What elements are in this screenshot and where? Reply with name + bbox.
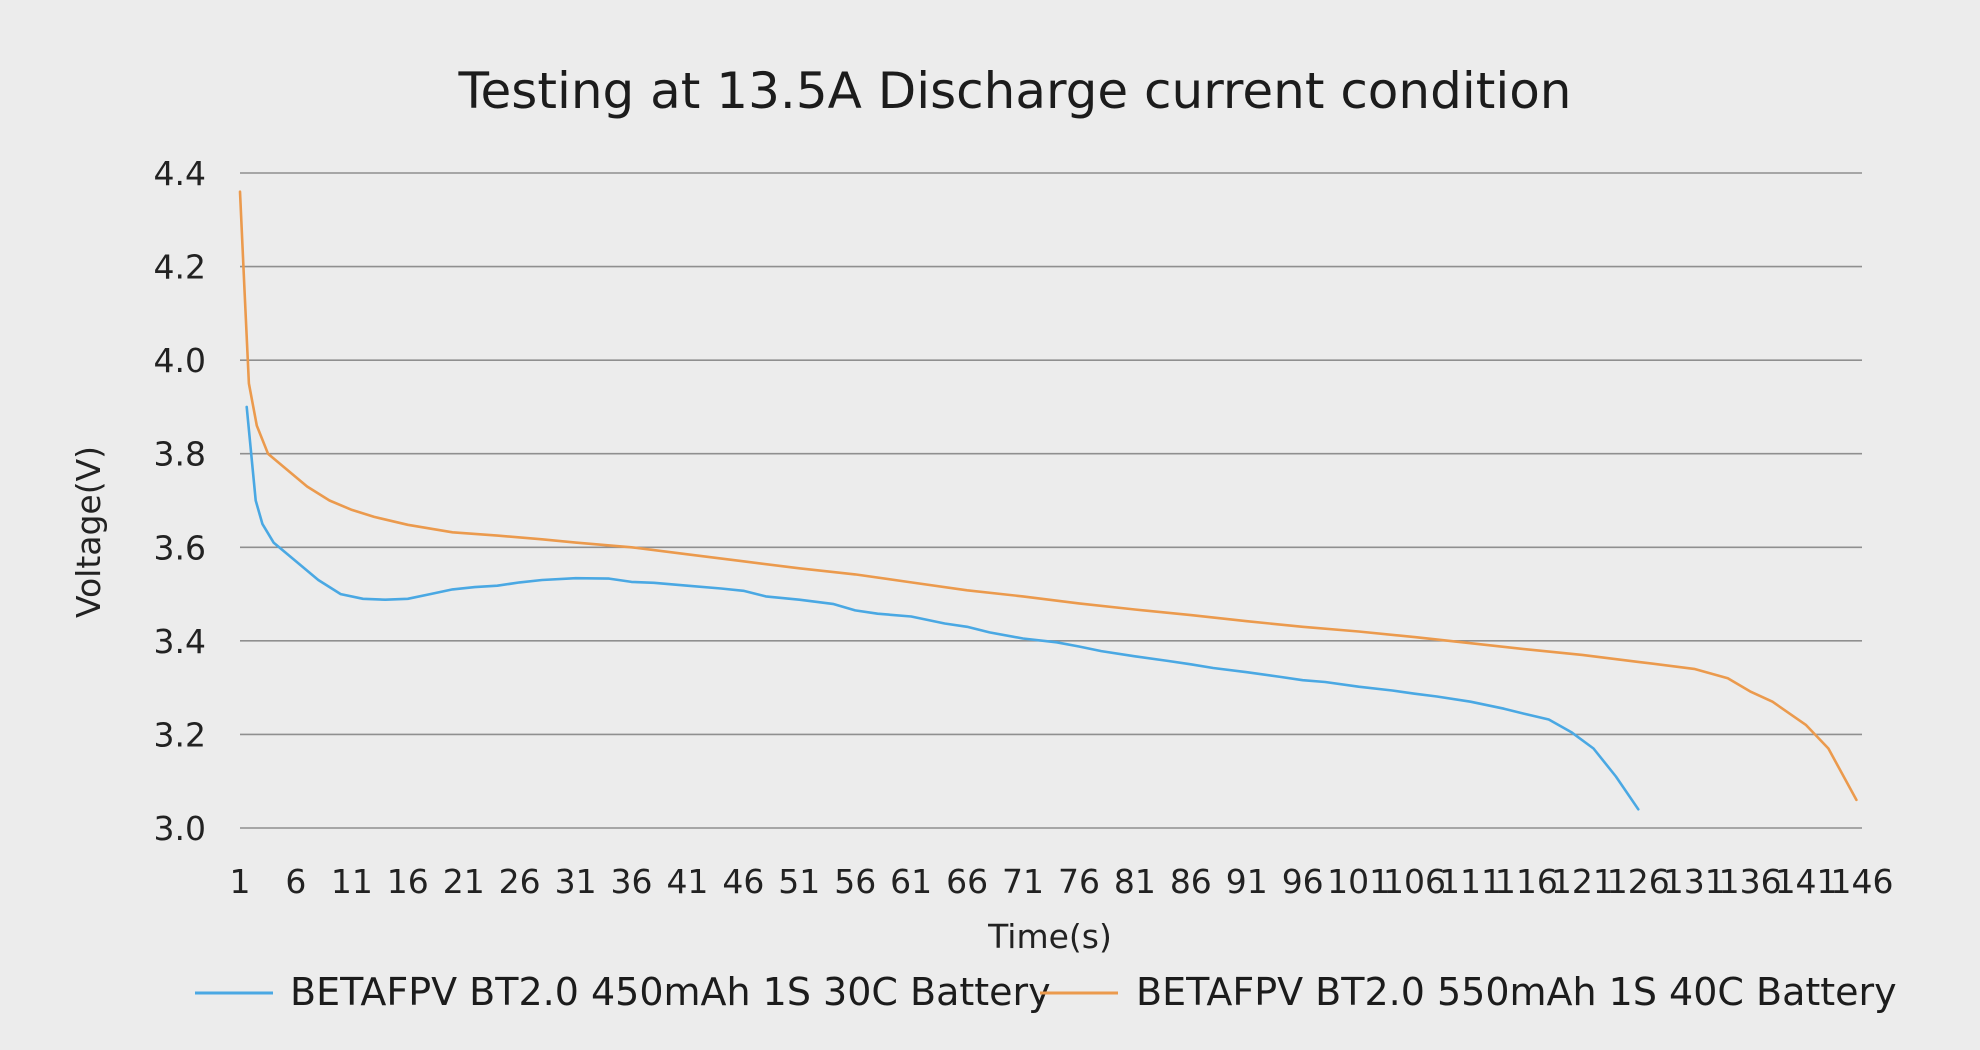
- x-tick-label: 16: [387, 862, 429, 901]
- x-tick-label: 141: [1775, 862, 1838, 901]
- series-lines: [238, 190, 1858, 811]
- x-tick-label: 126: [1607, 862, 1670, 901]
- y-tick-label: 3.2: [154, 715, 206, 754]
- chart-title: Testing at 13.5A Discharge current condi…: [457, 62, 1571, 120]
- x-tick-label: 81: [1114, 862, 1156, 901]
- x-tick-label: 121: [1551, 862, 1614, 901]
- x-tick-label: 106: [1383, 862, 1446, 901]
- legend-label-series-1: BETAFPV BT2.0 450mAh 1S 30C Battery: [290, 970, 1051, 1014]
- y-tick-label: 4.4: [154, 154, 206, 193]
- x-tick-label: 136: [1719, 862, 1782, 901]
- x-tick-label: 36: [611, 862, 653, 901]
- y-tick-label: 3.0: [154, 809, 206, 848]
- x-tick-label: 6: [285, 862, 306, 901]
- y-tick-label: 4.2: [154, 248, 206, 287]
- series-line-2: [238, 190, 1858, 802]
- y-axis-label: Voltage(V): [69, 446, 108, 618]
- x-tick-label: 76: [1058, 862, 1100, 901]
- x-tick-label: 91: [1226, 862, 1268, 901]
- x-tick-label: 21: [443, 862, 485, 901]
- legend: BETAFPV BT2.0 450mAh 1S 30C Battery BETA…: [195, 970, 1897, 1014]
- series-line-1: [245, 405, 1640, 811]
- x-tick-label: 131: [1663, 862, 1726, 901]
- x-tick-label: 51: [778, 862, 820, 901]
- x-tick-label: 96: [1282, 862, 1324, 901]
- x-tick-label: 101: [1327, 862, 1390, 901]
- gridlines: [240, 172, 1862, 829]
- x-tick-label: 71: [1002, 862, 1044, 901]
- x-tick-label: 31: [555, 862, 597, 901]
- y-axis-ticks: 4.4 4.2 4.0 3.8 3.6 3.4 3.2 3.0: [154, 154, 206, 848]
- x-tick-label: 146: [1831, 862, 1894, 901]
- x-tick-label: 26: [499, 862, 541, 901]
- x-tick-label: 66: [946, 862, 988, 901]
- y-tick-label: 4.0: [154, 341, 206, 380]
- x-tick-label: 56: [834, 862, 876, 901]
- y-tick-label: 3.4: [154, 622, 206, 661]
- x-tick-label: 46: [722, 862, 764, 901]
- x-tick-label: 61: [890, 862, 932, 901]
- y-tick-label: 3.6: [154, 528, 206, 567]
- y-tick-label: 3.8: [154, 435, 206, 474]
- x-tick-label: 86: [1170, 862, 1212, 901]
- x-tick-label: 41: [666, 862, 708, 901]
- x-tick-label: 11: [331, 862, 373, 901]
- x-axis-label: Time(s): [987, 917, 1112, 956]
- x-tick-label: 116: [1495, 862, 1558, 901]
- x-tick-label: 111: [1439, 862, 1502, 901]
- legend-label-series-2: BETAFPV BT2.0 550mAh 1S 40C Battery: [1136, 970, 1897, 1014]
- x-axis-ticks: 1 6 11 16 21 26 31 36 41 46 51 56 61 66 71 76 81 86 91 96 10…: [230, 862, 1894, 901]
- x-tick-label: 1: [230, 862, 251, 901]
